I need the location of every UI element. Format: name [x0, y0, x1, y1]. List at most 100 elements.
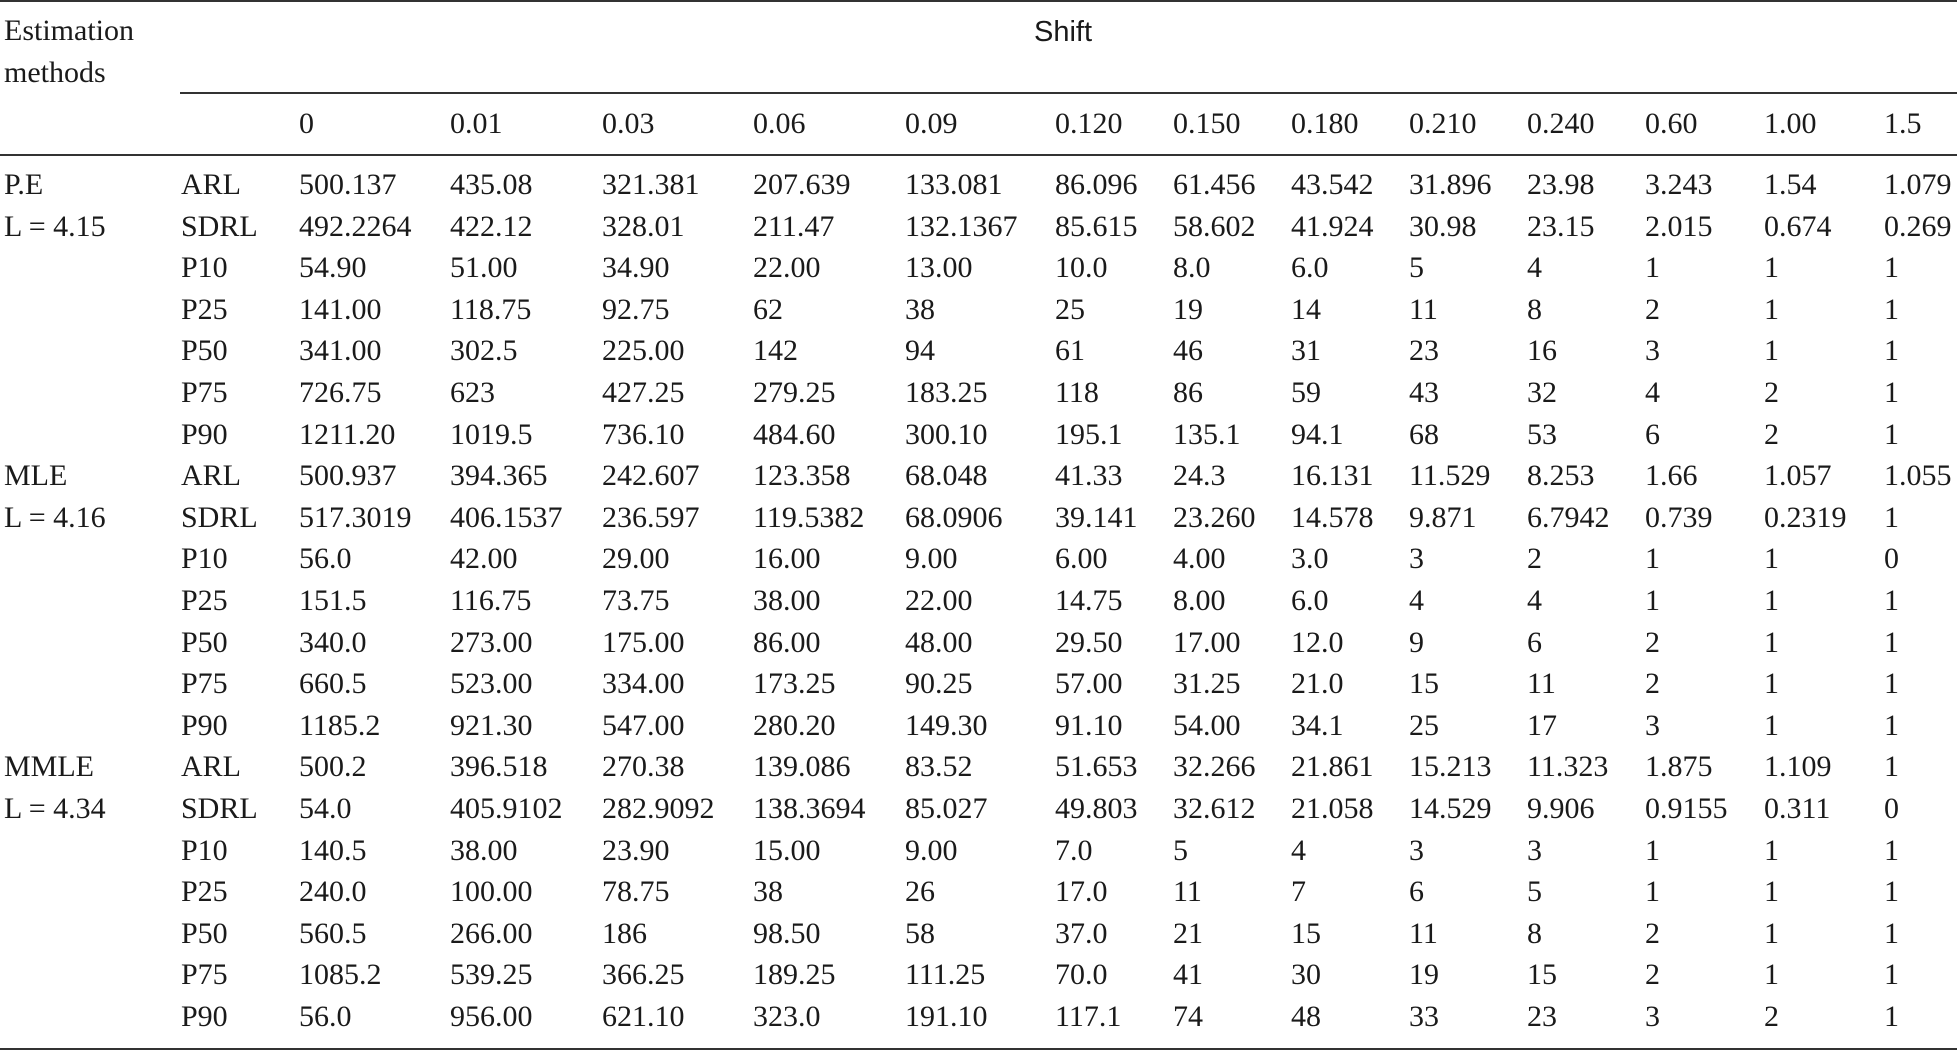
table-cell: 240.0 [299, 875, 367, 909]
table-cell: 59 [1291, 376, 1321, 409]
table-cell: 23.98 [1527, 168, 1595, 201]
table-cell: 15 [1409, 667, 1439, 701]
table-cell: 86 [1173, 376, 1203, 409]
table-cell: 100.00 [450, 875, 533, 909]
table-cell: 19 [1409, 958, 1439, 992]
shift-value-header: 0.240 [1527, 107, 1595, 140]
corner-header-line-1: Estimation [4, 14, 134, 47]
table-cell: 30.98 [1409, 209, 1477, 243]
table-cell: 2 [1764, 376, 1779, 409]
table-cell: 46 [1173, 334, 1203, 368]
statistic-label: P10 [181, 251, 228, 285]
table-cell: 211.47 [753, 209, 835, 243]
shift-value-header: 0.03 [602, 107, 655, 140]
table-cell: 1 [1764, 625, 1779, 659]
table-cell: 1 [1884, 750, 1899, 784]
statistic-label: P90 [181, 1000, 228, 1033]
table-cell: 11 [1173, 875, 1202, 909]
table-cell: 4.00 [1173, 542, 1226, 576]
table-cell: 119.5382 [753, 500, 865, 534]
table-cell: 140.5 [299, 833, 367, 867]
table-cell: 1085.2 [299, 958, 382, 992]
statistic-label: P75 [181, 958, 228, 992]
table-cell: 396.518 [450, 750, 548, 784]
statistic-label: P25 [181, 584, 228, 617]
table-cell: 1.057 [1764, 459, 1832, 493]
table-cell: 38 [905, 292, 935, 326]
table-cell: 183.25 [905, 376, 988, 409]
table-cell: 17 [1527, 708, 1557, 742]
table-cell: 0.739 [1645, 500, 1713, 534]
table-cell: 660.5 [299, 667, 367, 701]
control-limit-label: L = 4.15 [4, 209, 106, 243]
table-cell: 6.0 [1291, 584, 1329, 617]
shift-group-header: Shift [1034, 16, 1093, 48]
table-cell: 0.9155 [1645, 792, 1728, 825]
statistic-label: ARL [181, 459, 241, 493]
table-cell: 43 [1409, 376, 1439, 409]
table-cell: 1 [1884, 584, 1899, 617]
table-cell: 492.2264 [299, 209, 412, 243]
shift-value-header: 0.01 [450, 107, 503, 140]
table-cell: 17.00 [1173, 625, 1241, 659]
table-cell: 539.25 [450, 958, 533, 992]
table-cell: 279.25 [753, 376, 836, 409]
table-cell: 10.0 [1055, 251, 1108, 285]
control-limit-label: L = 4.34 [4, 792, 106, 825]
table-cell: 270.38 [602, 750, 685, 784]
table-cell: 6 [1645, 417, 1660, 451]
table-cell: 1.875 [1645, 750, 1713, 784]
table-cell: 6.7942 [1527, 500, 1610, 534]
table-cell: 139.086 [753, 750, 851, 784]
table-cell: 32.266 [1173, 750, 1256, 784]
table-cell: 1.66 [1645, 459, 1698, 493]
statistic-label: P75 [181, 376, 228, 409]
table-cell: 8.253 [1527, 459, 1595, 493]
table-cell: 51.653 [1055, 750, 1138, 784]
table-cell: 341.00 [299, 334, 382, 368]
table-cell: 62 [753, 292, 783, 326]
table-cell: 19 [1173, 292, 1203, 326]
table-cell: 1 [1884, 875, 1899, 909]
table-cell: 11.323 [1527, 750, 1609, 784]
table-cell: 394.365 [450, 459, 548, 493]
table-cell: 8 [1527, 916, 1542, 950]
table-cell: 523.00 [450, 667, 533, 701]
table-cell: 1 [1884, 708, 1899, 742]
shift-value-header: 0 [299, 107, 314, 140]
shift-value-header: 1.5 [1884, 107, 1922, 140]
table-cell: 90.25 [905, 667, 973, 701]
table-cell: 37.0 [1055, 916, 1108, 950]
table-cell: 151.5 [299, 584, 367, 617]
table-cell: 435.08 [450, 168, 533, 201]
table-cell: 500.937 [299, 459, 397, 493]
table-cell: 29.00 [602, 542, 670, 576]
table-cell: 16.00 [753, 542, 821, 576]
table-cell: 5 [1527, 875, 1542, 909]
table-cell: 15 [1527, 958, 1557, 992]
table-cell: 51.00 [450, 251, 518, 285]
table-cell: 78.75 [602, 875, 670, 909]
table-cell: 133.081 [905, 168, 1003, 201]
statistic-label: P50 [181, 625, 228, 659]
table-cell: 31.25 [1173, 667, 1241, 701]
table-cell: 1 [1764, 875, 1779, 909]
table-cell: 6 [1409, 875, 1424, 909]
table-cell: 517.3019 [299, 500, 412, 534]
table-cell: 74 [1173, 1000, 1203, 1033]
table-cell: 53 [1527, 417, 1557, 451]
table-cell: 61.456 [1173, 168, 1256, 201]
table-cell: 0.674 [1764, 209, 1832, 243]
table-cell: 58 [905, 916, 935, 950]
shift-value-header: 0.120 [1055, 107, 1123, 140]
table-cell: 422.12 [450, 209, 533, 243]
table-cell: 1 [1645, 542, 1660, 576]
table-cell: 26 [905, 875, 935, 909]
table-cell: 91.10 [1055, 708, 1123, 742]
table-cell: 68.0906 [905, 500, 1003, 534]
table-cell: 173.25 [753, 667, 836, 701]
shift-value-header: 0.09 [905, 107, 958, 140]
table-cell: 1.109 [1764, 750, 1832, 784]
table-cell: 5 [1173, 833, 1188, 867]
